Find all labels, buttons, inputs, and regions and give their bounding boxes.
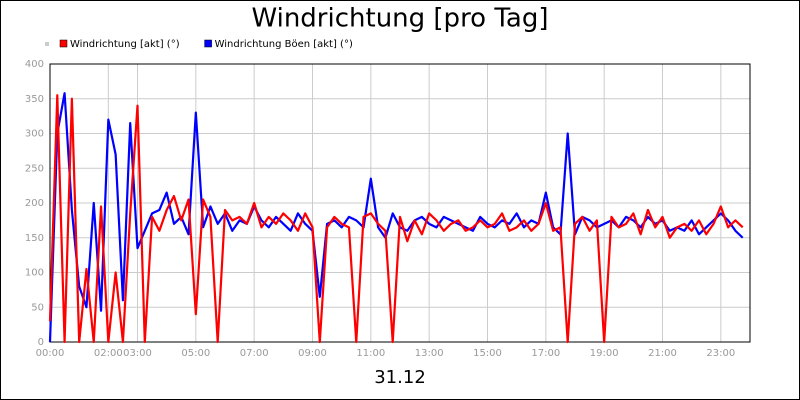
x-tick-label: 09:00 xyxy=(298,348,327,359)
x-tick-label: 11:00 xyxy=(356,348,385,359)
plot-border xyxy=(49,63,751,343)
x-tick-label: 07:00 xyxy=(240,348,269,359)
plot-area xyxy=(48,63,751,344)
y-tick-label: 350 xyxy=(25,94,44,105)
x-tick-label: 17:00 xyxy=(531,348,560,359)
legend-swatch xyxy=(59,39,68,48)
y-tick-label: 400 xyxy=(25,59,44,70)
x-tick-label: 02:00 xyxy=(94,348,123,359)
x-tick-label: 21:00 xyxy=(648,348,677,359)
x-tick-label: 03:00 xyxy=(123,348,152,359)
y-tick-label: 200 xyxy=(25,198,44,209)
chart-title: Windrichtung [pro Tag] xyxy=(251,4,548,34)
legend-label: Windrichtung [akt] (°) xyxy=(70,39,180,50)
x-tick-label: 15:00 xyxy=(473,348,502,359)
series-line xyxy=(48,92,744,343)
x-tick-label: 13:00 xyxy=(415,348,444,359)
x-axis-label: 31.12 xyxy=(374,367,426,388)
y-tick-label: 150 xyxy=(25,233,44,244)
legend-marker xyxy=(45,42,49,46)
y-tick-label: 0 xyxy=(38,337,44,348)
y-tick-label: 50 xyxy=(31,302,44,313)
legend-swatch xyxy=(204,39,212,48)
x-tick-label: 19:00 xyxy=(590,348,619,359)
x-tick-label: 05:00 xyxy=(181,348,210,359)
legend-label: Windrichtung Böen [akt] (°) xyxy=(215,39,353,50)
series-line xyxy=(48,94,744,344)
y-tick-label: 250 xyxy=(25,163,44,174)
x-tick-label: 00:00 xyxy=(36,348,65,359)
x-tick-label: 23:00 xyxy=(706,348,735,359)
y-tick-label: 100 xyxy=(25,268,44,279)
y-tick-label: 300 xyxy=(25,129,44,140)
